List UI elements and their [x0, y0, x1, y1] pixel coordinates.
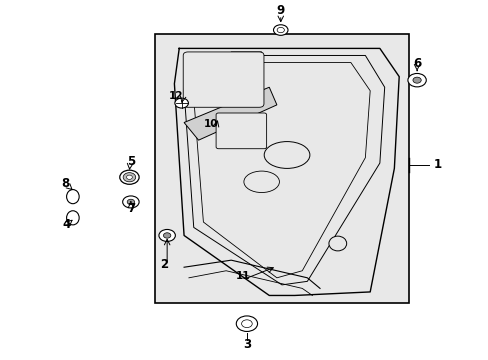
Circle shape — [407, 73, 426, 87]
Polygon shape — [183, 87, 276, 140]
Bar — [155, 34, 408, 302]
Text: 2: 2 — [160, 257, 167, 271]
Circle shape — [126, 175, 132, 179]
Text: 8: 8 — [61, 177, 70, 190]
Circle shape — [163, 233, 170, 238]
Text: 3: 3 — [243, 338, 250, 351]
Text: 1: 1 — [433, 158, 441, 171]
Text: 6: 6 — [412, 57, 421, 70]
Ellipse shape — [66, 190, 79, 204]
Circle shape — [236, 316, 257, 332]
FancyBboxPatch shape — [216, 113, 266, 149]
Text: 10: 10 — [203, 119, 218, 129]
Ellipse shape — [328, 236, 346, 251]
Circle shape — [241, 320, 252, 328]
Circle shape — [122, 196, 139, 208]
Circle shape — [123, 173, 136, 182]
Text: 5: 5 — [126, 155, 135, 168]
Ellipse shape — [66, 211, 79, 225]
Circle shape — [412, 77, 420, 83]
Circle shape — [159, 229, 175, 242]
Circle shape — [277, 27, 284, 33]
Text: 11: 11 — [236, 271, 250, 281]
Text: 7: 7 — [126, 202, 135, 215]
Circle shape — [273, 25, 287, 35]
Text: 4: 4 — [62, 219, 71, 231]
Text: 9: 9 — [276, 4, 285, 17]
Ellipse shape — [264, 141, 309, 168]
Text: 12: 12 — [168, 91, 183, 101]
Circle shape — [120, 170, 139, 184]
Circle shape — [127, 199, 134, 204]
FancyBboxPatch shape — [183, 52, 264, 107]
Polygon shape — [221, 52, 261, 84]
Circle shape — [175, 98, 188, 108]
Ellipse shape — [244, 171, 279, 193]
